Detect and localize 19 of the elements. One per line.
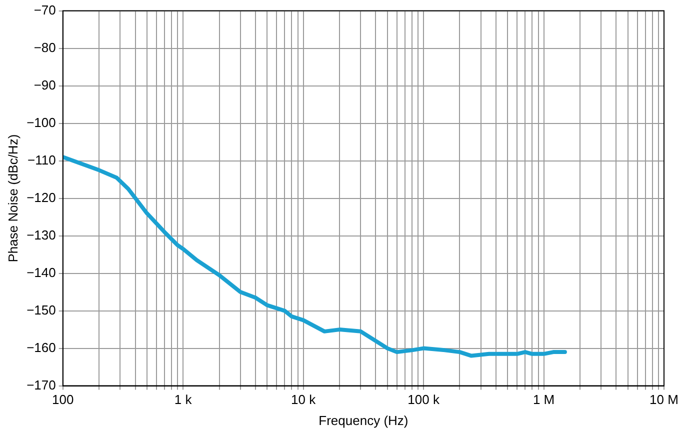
y-axis-title: Phase Noise (dBc/Hz): [5, 134, 20, 262]
y-tick-label: −110: [28, 152, 56, 168]
x-tick-label: 1 k: [174, 392, 192, 408]
y-tick-label: −150: [26, 302, 56, 318]
y-tick-label: −100: [26, 114, 56, 130]
x-tick-label: 10 M: [650, 392, 678, 408]
x-tick-label: 10 k: [291, 392, 316, 408]
x-axis-title: Frequency (Hz): [318, 412, 408, 428]
y-tick-label: −140: [26, 264, 56, 280]
y-tick-label: −130: [26, 227, 56, 242]
y-tick-label: −170: [26, 377, 56, 392]
y-tick-label: −80: [34, 40, 56, 55]
x-tick-label: 100: [52, 392, 74, 408]
x-tick-label: 1 M: [532, 392, 555, 408]
y-tick-label: −90: [34, 77, 56, 92]
x-tick-label: 100 k: [408, 392, 440, 408]
y-tick-label: −160: [26, 340, 56, 355]
y-tick-label: −120: [26, 190, 56, 205]
y-tick-label: −70: [34, 2, 56, 18]
